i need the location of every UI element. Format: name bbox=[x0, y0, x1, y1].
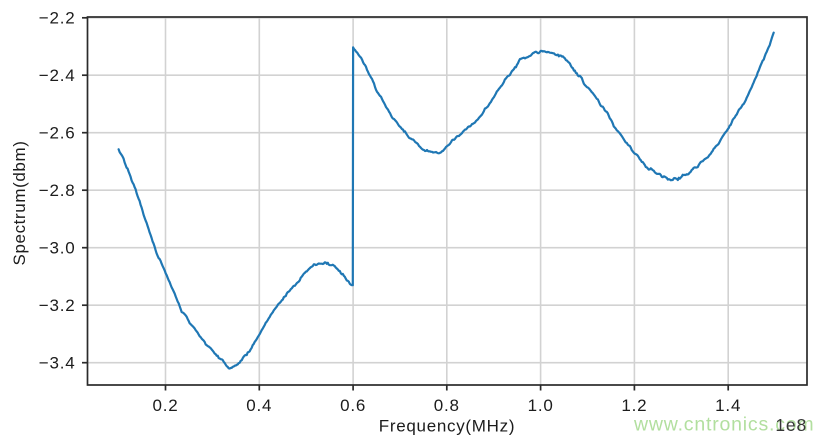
svg-text:Spectrum(dbm): Spectrum(dbm) bbox=[10, 141, 29, 266]
svg-text:−2.8: −2.8 bbox=[39, 181, 76, 200]
svg-text:−3.4: −3.4 bbox=[39, 354, 76, 373]
svg-text:0.8: 0.8 bbox=[434, 396, 460, 415]
svg-text:www.cntronics.com: www.cntronics.com bbox=[633, 414, 814, 436]
svg-text:1.2: 1.2 bbox=[621, 396, 647, 415]
svg-text:−3.0: −3.0 bbox=[39, 239, 76, 258]
svg-text:−2.4: −2.4 bbox=[39, 66, 76, 85]
svg-text:−2.2: −2.2 bbox=[39, 9, 76, 28]
svg-text:1.4: 1.4 bbox=[715, 396, 741, 415]
svg-text:0.6: 0.6 bbox=[340, 396, 366, 415]
svg-text:0.2: 0.2 bbox=[152, 396, 178, 415]
svg-text:−2.6: −2.6 bbox=[39, 124, 76, 143]
svg-text:1.0: 1.0 bbox=[528, 396, 554, 415]
svg-text:−3.2: −3.2 bbox=[39, 296, 76, 315]
svg-text:0.4: 0.4 bbox=[246, 396, 272, 415]
svg-text:1e8: 1e8 bbox=[775, 415, 807, 435]
svg-text:Frequency(MHz): Frequency(MHz) bbox=[379, 417, 515, 436]
